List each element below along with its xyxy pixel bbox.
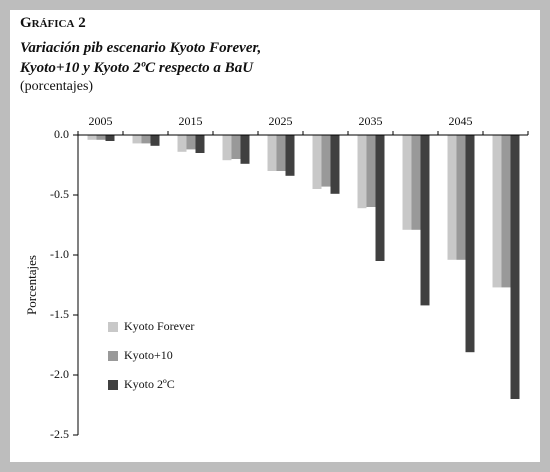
bar (375, 135, 385, 261)
y-tick-label: -2.5 (50, 427, 69, 441)
bar (96, 135, 106, 140)
y-tick-label: -1.0 (50, 247, 69, 261)
y-tick-label: -2.0 (50, 367, 69, 381)
legend-swatch (108, 322, 118, 332)
legend-label: Kyoto+10 (124, 348, 173, 362)
legend-label: Kyoto 2ºC (124, 377, 175, 391)
legend-label: Kyoto Forever (124, 319, 194, 333)
bar (177, 135, 187, 152)
bar (276, 135, 286, 171)
y-axis-label: Porcentajes (24, 255, 39, 315)
bar (186, 135, 196, 150)
bar (87, 135, 97, 140)
bar (240, 135, 250, 164)
bar (465, 135, 475, 353)
x-tick-label: 2005 (89, 114, 113, 128)
bar (420, 135, 430, 306)
legend-swatch (108, 380, 118, 390)
x-tick-label: 2035 (359, 114, 383, 128)
bar (195, 135, 205, 153)
bar (321, 135, 331, 187)
bar (411, 135, 421, 230)
x-tick-label: 2025 (269, 114, 293, 128)
bar (366, 135, 376, 207)
chart-title: Gráfica 2 (20, 15, 86, 31)
bar (357, 135, 367, 209)
chart-note: (porcentajes) (20, 79, 93, 94)
legend-swatch (108, 351, 118, 361)
bar (105, 135, 115, 141)
chart-subtitle: Kyoto+10 y Kyoto 2ºC respecto a BaU (19, 60, 254, 76)
bar (267, 135, 277, 171)
bar (330, 135, 340, 194)
bar (492, 135, 502, 288)
bar (312, 135, 322, 189)
bar (150, 135, 160, 146)
bar (231, 135, 241, 159)
bar (510, 135, 520, 399)
bar (132, 135, 142, 144)
y-tick-label: -0.5 (50, 187, 69, 201)
bar (456, 135, 466, 260)
y-tick-label: -1.5 (50, 307, 69, 321)
bar (402, 135, 412, 230)
chart-subtitle: Variación pib escenario Kyoto Forever, (20, 40, 261, 56)
bar (285, 135, 295, 176)
bar (222, 135, 232, 161)
bar (141, 135, 151, 144)
bar (447, 135, 457, 260)
y-tick-label: 0.0 (54, 127, 69, 141)
x-tick-label: 2015 (179, 114, 203, 128)
x-tick-label: 2045 (449, 114, 473, 128)
bar (501, 135, 511, 288)
